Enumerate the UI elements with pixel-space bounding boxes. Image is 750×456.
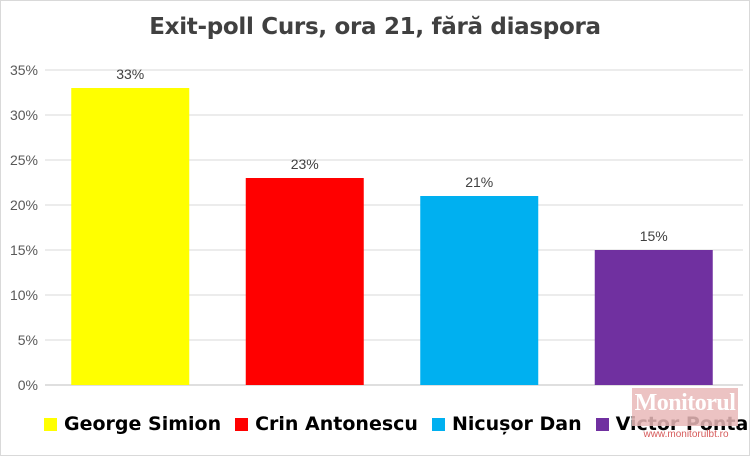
legend-item: Crin Antonescu [235,413,418,435]
legend-label: Nicușor Dan [451,413,582,435]
bar [245,178,364,385]
legend-swatch [44,417,57,431]
legend-item: George Simion [44,413,221,435]
watermark-box [632,388,738,426]
legend-swatch [431,417,445,431]
y-tick-label: 0% [18,377,38,393]
y-tick-label: 5% [18,332,38,348]
bar [71,88,190,385]
watermark-url: www.monitorulbt.ro [643,429,729,440]
data-label: 23% [291,156,319,172]
legend-label: Crin Antonescu [255,413,418,435]
y-tick-label: 20% [10,197,38,213]
chart-title: Exit-poll Curs, ora 21, fără diaspora [149,14,601,40]
legend-swatch [595,417,609,431]
legend-item: Nicușor Dan [431,413,582,435]
bar [594,250,713,385]
y-tick-label: 15% [10,242,38,258]
data-label: 33% [116,66,144,82]
bar [420,196,539,385]
y-tick-label: 30% [10,107,38,123]
data-label: 21% [465,174,493,190]
watermark-brand: Monitorul [634,390,736,416]
y-tick-label: 25% [10,152,38,168]
y-tick-label: 35% [10,62,38,78]
data-label: 15% [640,228,668,244]
legend-swatch [235,417,249,431]
watermark-logo: Monitorul www.monitorulbt.ro [630,388,740,444]
y-tick-label: 10% [10,287,38,303]
legend-label: George Simion [64,413,222,435]
